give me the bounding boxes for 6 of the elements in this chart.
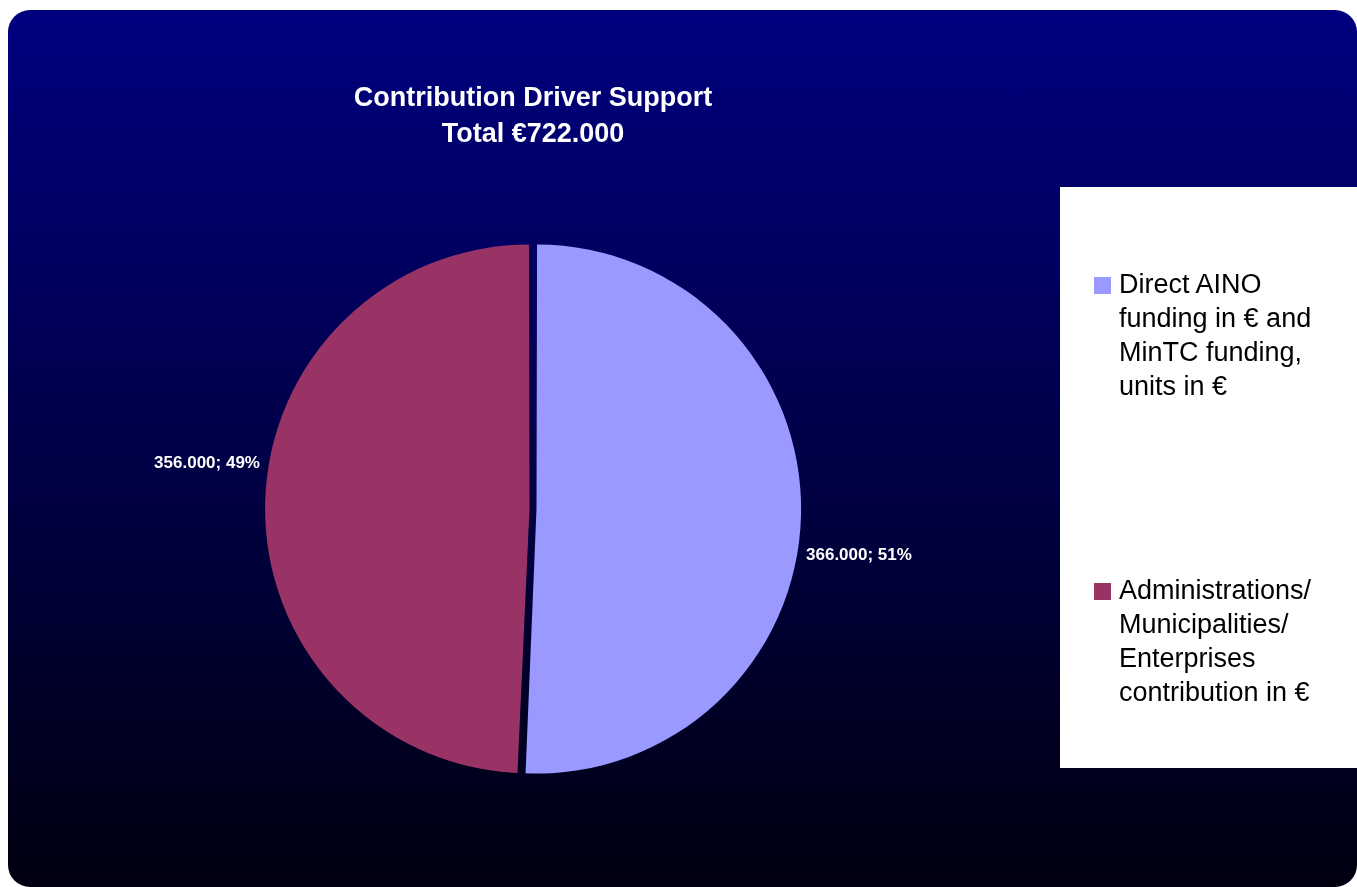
data-label: 356.000; 49% bbox=[154, 452, 260, 472]
legend-label: Direct AINO funding in € and MinTC funding, units in € bbox=[1119, 268, 1313, 403]
chart-subtitle: Total €722.000 bbox=[441, 118, 625, 149]
chart-title: Contribution Driver Support bbox=[353, 81, 713, 112]
data-label: 366.000; 51% bbox=[806, 544, 912, 564]
legend-label: Administrations/ Municipalities/ Enterprises contribution in € bbox=[1119, 574, 1313, 709]
